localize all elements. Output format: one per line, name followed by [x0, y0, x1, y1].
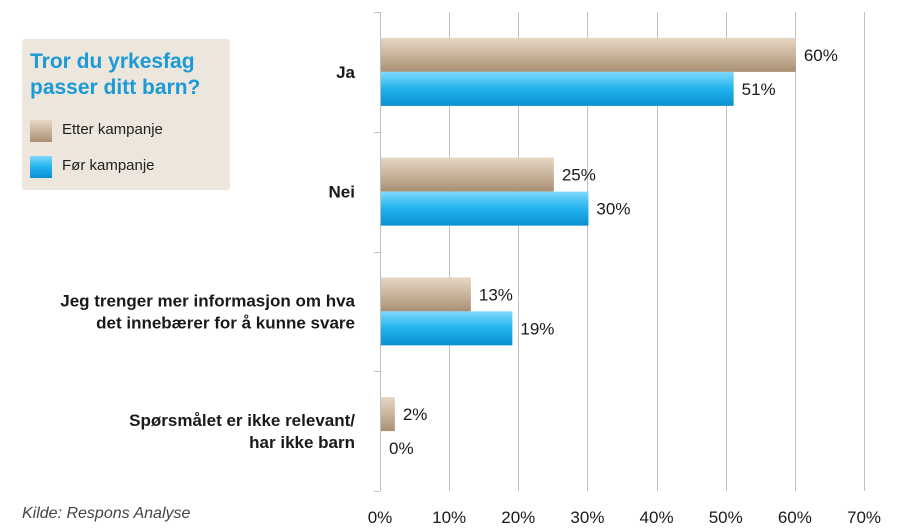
category-label: har ikke barn — [249, 433, 355, 452]
data-label: 25% — [562, 166, 596, 185]
data-label: 51% — [742, 80, 776, 99]
bar-for-kampanje — [381, 71, 734, 106]
x-tick-labels: 0% 10% 20% 30% 40% 50% 60% 70% — [368, 508, 881, 527]
legend-swatch-for — [30, 156, 52, 178]
x-tick-label: 0% — [368, 508, 393, 527]
bar-etter-kampanje — [381, 397, 395, 432]
legend: Tror du yrkesfag passer ditt barn? Etter… — [22, 39, 230, 190]
x-tick-label: 50% — [709, 508, 743, 527]
bar-for-kampanje — [381, 191, 589, 226]
data-label: 0% — [389, 439, 414, 458]
bar-etter-kampanje — [381, 277, 471, 312]
legend-title-line2: passer ditt barn? — [30, 76, 201, 99]
legend-title: Tror du yrkesfag passer ditt barn? — [30, 49, 230, 101]
category-label: Nei — [329, 183, 355, 202]
legend-label-for: Før kampanje — [62, 157, 155, 174]
category-label: det innebærer for å kunne svare — [96, 313, 355, 332]
x-tick-label: 70% — [847, 508, 881, 527]
data-label: 60% — [804, 46, 838, 65]
x-tick-label: 40% — [640, 508, 674, 527]
x-tick-label: 30% — [570, 508, 604, 527]
legend-label-etter: Etter kampanje — [62, 121, 163, 138]
x-tick-label: 20% — [501, 508, 535, 527]
bar-for-kampanje — [381, 311, 513, 346]
legend-swatch-etter — [30, 120, 52, 142]
x-tick-label: 60% — [778, 508, 812, 527]
bar-etter-kampanje — [381, 37, 796, 72]
x-tick-label: 10% — [432, 508, 466, 527]
legend-title-line1: Tror du yrkesfag — [30, 50, 195, 73]
category-label: Jeg trenger mer informasjon om hva — [60, 291, 355, 310]
data-label: 19% — [520, 319, 554, 338]
category-label: Ja — [336, 63, 355, 82]
category-labels: Ja Nei Jeg trenger mer informasjon om hva d… — [60, 63, 355, 452]
data-label: 2% — [403, 405, 428, 424]
data-label: 30% — [596, 200, 630, 219]
data-label: 13% — [479, 285, 513, 304]
category-label: Spørsmålet er ikke relevant/ — [129, 411, 355, 430]
bars: 60% 51% 25%30% 13% 19% 2% 0% — [381, 37, 838, 458]
source-note: Kilde: Respons Analyse — [22, 505, 191, 522]
bar-etter-kampanje — [381, 157, 554, 192]
